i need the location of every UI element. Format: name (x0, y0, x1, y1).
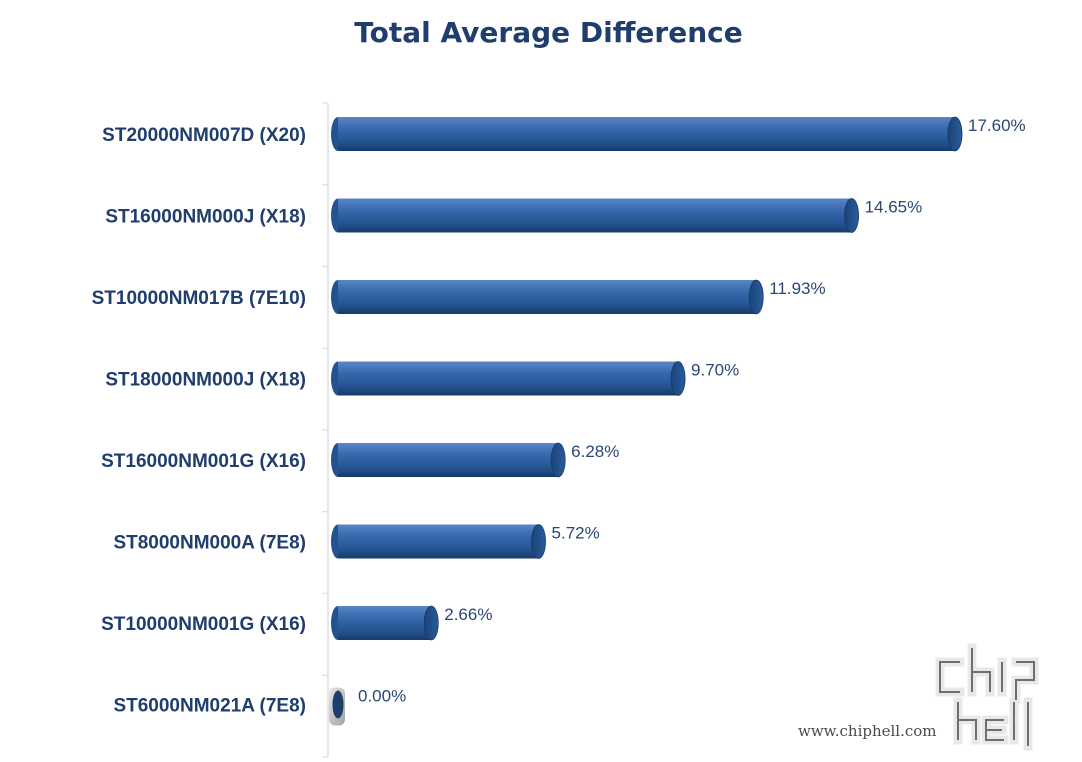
category-label: ST8000NM000A (7E8) (113, 533, 306, 554)
watermark-url: www.chiphell.com (798, 722, 937, 740)
bar (331, 279, 764, 315)
category-label: ST6000NM021A (7E8) (113, 696, 306, 717)
bar (331, 198, 859, 233)
bar (331, 361, 686, 396)
bar (331, 605, 439, 641)
data-label: 0.00% (358, 687, 406, 706)
category-label: ST16000NM001G (X16) (101, 451, 306, 472)
data-label: 17.60% (968, 116, 1026, 135)
data-label: 9.70% (691, 361, 739, 380)
data-label: 11.93% (769, 279, 825, 298)
chart-title: Total Average Difference (354, 16, 743, 49)
data-label: 6.28% (571, 442, 619, 461)
category-label: ST18000NM000J (X18) (105, 370, 306, 391)
category-label: ST10000NM017B (7E10) (92, 288, 306, 309)
category-label: ST10000NM001G (X16) (101, 614, 306, 635)
chiphell-watermark: www.chiphell.com (798, 643, 1039, 751)
bar (331, 116, 963, 152)
data-label: 2.66% (444, 605, 492, 624)
category-label: ST16000NM000J (X18) (105, 207, 306, 228)
data-label: 5.72% (552, 524, 600, 543)
data-label: 14.65% (865, 198, 923, 217)
bar-zero (329, 687, 345, 726)
category-label: ST20000NM007D (X20) (102, 125, 306, 146)
bar (331, 524, 546, 559)
bar (331, 442, 566, 478)
